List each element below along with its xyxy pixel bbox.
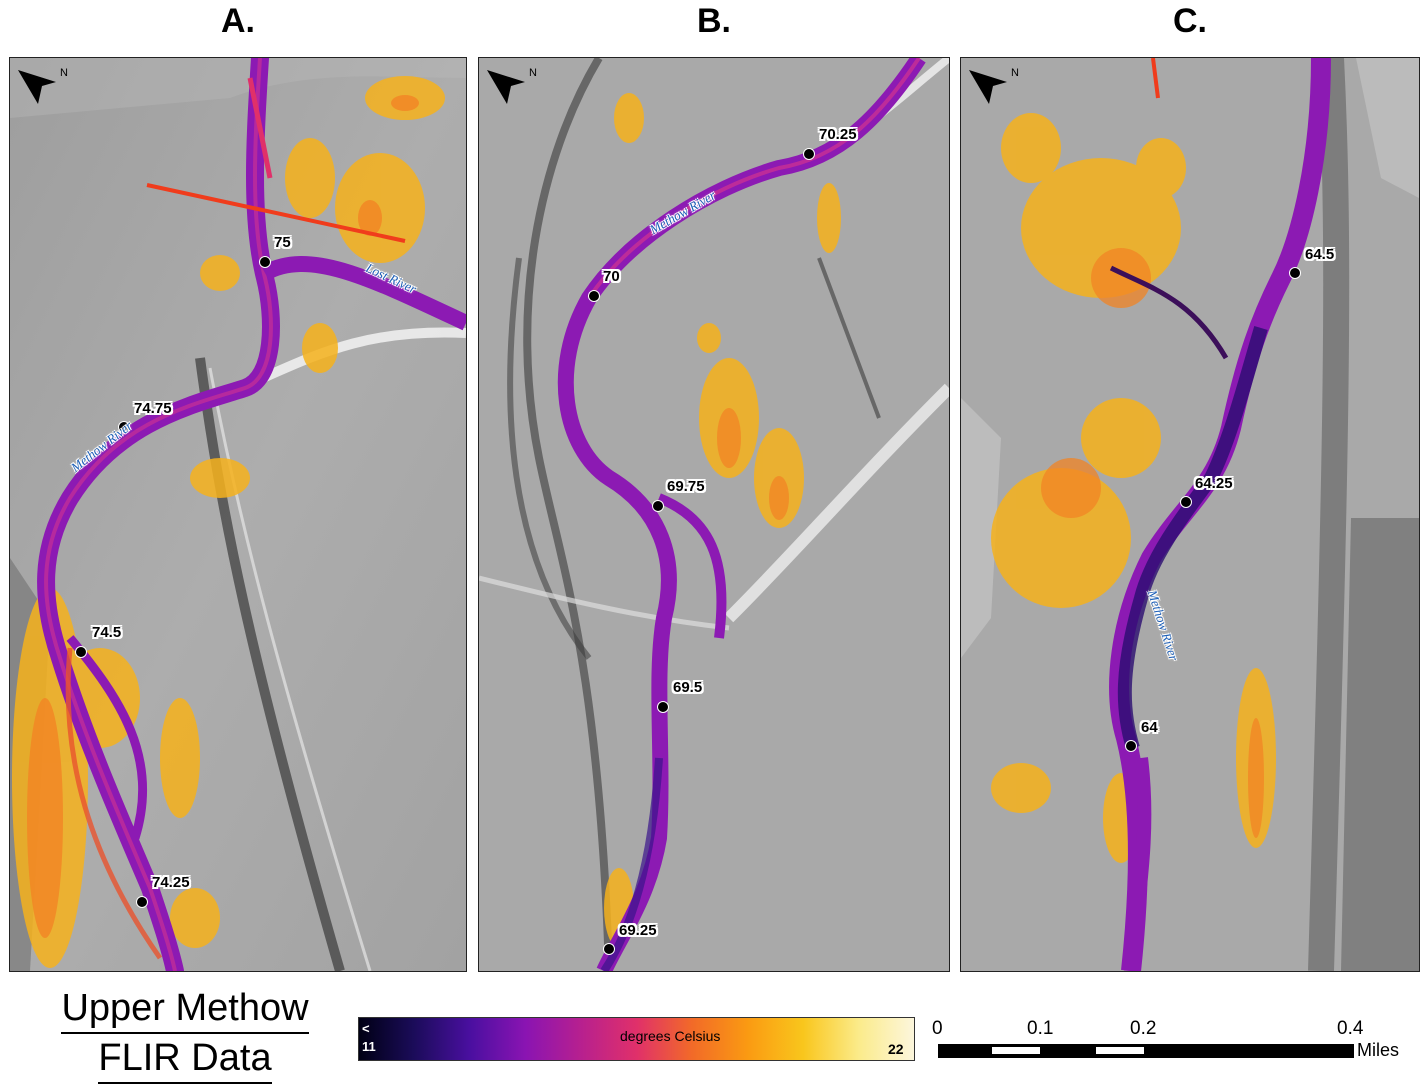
river-mile-marker <box>118 421 130 433</box>
legend-low-value: < 11 <box>362 1020 376 1056</box>
north-arrow-icon: N <box>487 67 537 104</box>
panel-c-title: C. <box>1173 2 1207 40</box>
river-mile-label: 64.25 <box>1195 475 1233 492</box>
river-mile-label: 75 <box>274 234 291 251</box>
river-mile-label: 74.25 <box>152 874 190 891</box>
river-mile-marker <box>603 943 615 955</box>
map-b-canvas <box>479 58 949 971</box>
north-arrow-label: N <box>529 67 537 79</box>
legend-low-prefix: < <box>362 1021 370 1036</box>
river-mile-marker <box>75 646 87 658</box>
scale-tick-0-1: 0.1 <box>1027 1018 1054 1039</box>
river-mile-marker <box>588 290 600 302</box>
north-arrow-label: N <box>60 67 68 79</box>
river-mile-label: 64 <box>1141 719 1158 736</box>
scale-bar-segment <box>1096 1047 1144 1054</box>
map-title: Upper Methow FLIR Data <box>30 984 340 1084</box>
map-panel-b[interactable]: N 70.25 70 69.75 69.5 69.25 Methow River <box>478 57 950 972</box>
temperature-legend-bar <box>358 1017 915 1061</box>
river-mile-marker <box>652 500 664 512</box>
map-a-canvas <box>10 58 466 971</box>
map-c-canvas <box>961 58 1419 971</box>
scale-tick-0: 0 <box>932 1018 943 1039</box>
north-arrow-icon: N <box>969 67 1019 104</box>
map-panel-c[interactable]: N 64.5 64.25 64 Methow River <box>960 57 1420 972</box>
legend-low-number: 11 <box>362 1039 376 1054</box>
river-mile-marker <box>803 148 815 160</box>
scale-unit-label: Miles <box>1357 1040 1400 1060</box>
river-mile-marker <box>657 701 669 713</box>
north-arrow-icon: N <box>18 67 68 104</box>
panel-a-title: A. <box>221 2 255 40</box>
legend-high-value: 22 <box>888 1041 904 1057</box>
river-mile-marker <box>1180 496 1192 508</box>
river-mile-label: 70 <box>603 268 620 285</box>
river-mile-marker <box>136 896 148 908</box>
scale-tick-0-4: 0.4 <box>1337 1018 1364 1039</box>
river-mile-label: 69.75 <box>667 478 705 495</box>
north-arrow-label: N <box>1011 67 1019 79</box>
scale-bar <box>938 1044 1354 1058</box>
scale-tick-0-2: 0.2 <box>1130 1018 1157 1039</box>
river-mile-label: 69.25 <box>619 922 657 939</box>
river-mile-label: 74.75 <box>134 400 172 417</box>
river-mile-label: 69.5 <box>673 679 703 696</box>
panel-b-title: B. <box>697 2 731 40</box>
map-panel-a[interactable]: N 75 74.75 74.5 74.25 Methow River Lost … <box>9 57 467 972</box>
legend-unit-label: degrees Celsius <box>620 1028 721 1044</box>
river-mile-label: 70.25 <box>819 126 857 143</box>
river-mile-label: 64.5 <box>1305 246 1335 263</box>
scale-bar-segment <box>992 1047 1040 1054</box>
map-title-line1: Upper Methow <box>61 984 309 1034</box>
river-mile-marker <box>1125 740 1137 752</box>
river-mile-marker <box>1289 267 1301 279</box>
map-title-line2: FLIR Data <box>98 1034 272 1084</box>
river-mile-label: 74.5 <box>92 624 122 641</box>
river-mile-marker <box>259 256 271 268</box>
